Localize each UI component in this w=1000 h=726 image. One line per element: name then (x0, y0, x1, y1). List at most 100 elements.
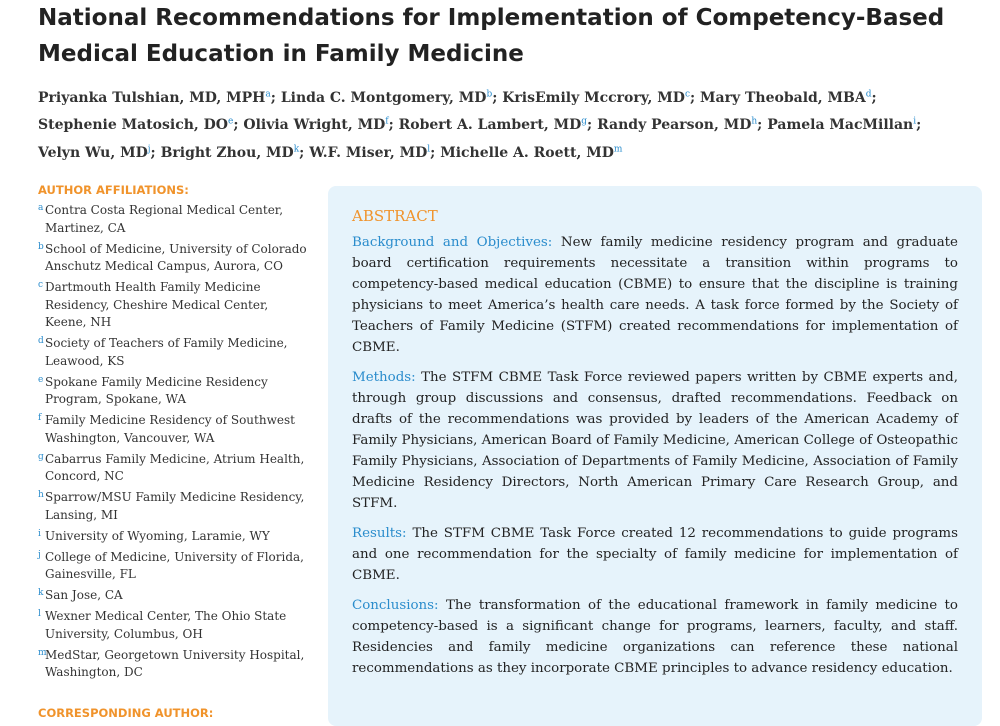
author-name: Randy Pearson, MD (597, 117, 752, 134)
affiliation-text: Society of Teachers of Family Medicine, … (45, 336, 288, 368)
abstract-section: Results: The STFM CBME Task Force create… (352, 523, 958, 586)
author: Bright Zhou, MDk; (161, 144, 305, 161)
author-name: W.F. Miser, MD (309, 144, 428, 161)
section-label: Results: (352, 526, 407, 541)
author-line: Stephenie Matosich, DOe; Olivia Wright, … (38, 110, 988, 138)
title: National Recommendations for Implementat… (38, 5, 945, 67)
author-name: Michelle A. Roett, MD (440, 144, 614, 161)
author-affiliation-mark: g (581, 116, 588, 127)
affiliation: l Wexner Medical Center, The Ohio State U… (38, 608, 308, 643)
author: Priyanka Tulshian, MD, MPHa; (38, 89, 276, 106)
author-line: Priyanka Tulshian, MD, MPHa; Linda C. Mo… (38, 82, 988, 110)
affiliation-letter: d (38, 336, 44, 346)
author-name: Robert A. Lambert, MD (398, 117, 582, 134)
author: Mary Theobald, MBAd; (700, 89, 877, 106)
affiliation: c Dartmouth Health Family Medicine Reside… (38, 279, 308, 332)
author-separator: ; (916, 117, 922, 134)
author-name: Priyanka Tulshian, MD, MPH (38, 89, 266, 106)
author: Pamela MacMillani; (767, 116, 922, 134)
section-label: Background and Objectives: (352, 235, 553, 250)
affiliation-text: San Jose, CA (45, 588, 123, 602)
section-label: Methods: (352, 370, 416, 385)
affiliation-letter: l (38, 609, 41, 619)
affiliations: a Contra Costa Regional Medical Center, M… (38, 202, 308, 685)
author-affiliation-mark: d (865, 89, 872, 99)
author-name: Velyn Wu, MD (38, 144, 148, 161)
author-affiliation-mark: j (147, 144, 151, 155)
affiliation-text: Sparrow/MSU Family Medicine Residency, L… (45, 490, 305, 522)
affiliation-text: Contra Costa Regional Medical Center, Ma… (45, 203, 284, 235)
abstract-section: Methods: The STFM CBME Task Force review… (352, 367, 958, 514)
author: Michelle A. Roett, MDm (440, 144, 623, 161)
affiliation-text: Cabarrus Family Medicine, Atrium Health,… (45, 451, 305, 484)
affiliation-letter: j (38, 549, 41, 560)
section-text: The STFM CBME Task Force reviewed papers… (352, 370, 958, 511)
affiliation-letter: h (38, 490, 44, 500)
author: Randy Pearson, MDh; (597, 117, 762, 134)
section-text: The STFM CBME Task Force created 12 reco… (352, 526, 959, 583)
affiliation: i University of Wyoming, Laramie, WY (38, 528, 308, 546)
affiliation: k San Jose, CA (38, 587, 308, 605)
author-name: Pamela MacMillan (767, 117, 914, 134)
abstract-sections: Background and Objectives: New family me… (352, 232, 958, 688)
affiliation: g Cabarrus Family Medicine, Atrium Health… (38, 451, 308, 486)
affiliation-letter: f (38, 413, 42, 423)
affiliations-heading: AUTHOR AFFILIATIONS: (38, 183, 189, 197)
author-separator: ; (492, 89, 498, 106)
author-name: Linda C. Montgomery, MD (280, 89, 487, 106)
affiliation: m MedStar, Georgetown University Hospital… (38, 647, 308, 682)
author-name: KrisEmily Mccrory, MD (502, 89, 685, 106)
author: KrisEmily Mccrory, MDc; (502, 89, 696, 106)
author-separator: ; (388, 117, 394, 134)
affiliation: d Society of Teachers of Family Medicine,… (38, 335, 308, 370)
author-affiliation-mark: a (265, 89, 271, 99)
section-text: New family medicine residency program an… (352, 235, 958, 355)
affiliation-letter: g (38, 451, 44, 462)
affiliation-text: Family Medicine Residency of Southwest W… (45, 413, 295, 445)
author-affiliation-mark: f (385, 116, 389, 127)
author-affiliation-mark: i (913, 116, 917, 127)
affiliation-text: College of Medicine, University of Flori… (45, 549, 304, 582)
affiliation: a Contra Costa Regional Medical Center, M… (38, 202, 308, 237)
section-text: The transformation of the educational fr… (352, 598, 958, 676)
abstract-section: Conclusions: The transformation of the e… (352, 595, 958, 679)
affiliation-letter: b (38, 241, 44, 252)
author-separator: ; (587, 117, 593, 134)
author-separator: ; (150, 144, 156, 161)
author-separator: ; (299, 144, 305, 161)
abstract-heading: ABSTRACT (352, 207, 438, 225)
author: Robert A. Lambert, MDg; (398, 116, 593, 134)
author-affiliation-mark: b (486, 89, 493, 99)
affiliation-text: School of Medicine, University of Colora… (45, 241, 307, 274)
affiliation-text: Dartmouth Health Family Medicine Residen… (45, 280, 269, 329)
section-label: Conclusions: (352, 598, 439, 613)
affiliation-letter: a (38, 203, 44, 213)
affiliation-letter: k (38, 588, 44, 598)
affiliation: b School of Medicine, University of Color… (38, 241, 308, 276)
author-separator: ; (430, 144, 436, 161)
affiliation: h Sparrow/MSU Family Medicine Residency, … (38, 489, 308, 524)
author-affiliation-mark: c (684, 89, 690, 99)
author-separator: ; (871, 89, 877, 106)
author-affiliation-mark: m (613, 144, 623, 155)
author: Velyn Wu, MDj; (38, 144, 156, 161)
affiliation-text: Spokane Family Medicine Residency Progra… (45, 374, 268, 407)
affiliation-letter: c (38, 280, 44, 290)
author-line: Velyn Wu, MDj; Bright Zhou, MDk; W.F. Mi… (38, 137, 988, 165)
corresponding-author-heading: CORRESPONDING AUTHOR: (38, 706, 214, 720)
author-separator: ; (233, 117, 239, 134)
author-name: Olivia Wright, MD (243, 117, 386, 134)
author-affiliation-mark: k (293, 144, 300, 155)
abstract-section: Background and Objectives: New family me… (352, 232, 958, 358)
author: W.F. Miser, MDl; (309, 144, 436, 161)
author: Stephenie Matosich, DOe; (38, 116, 239, 134)
author-separator: ; (690, 89, 696, 106)
abstract-box: ABSTRACT Background and Objectives: New … (328, 186, 982, 726)
affiliation-text: University of Wyoming, Laramie, WY (45, 528, 270, 543)
author-name: Stephenie Matosich, DO (38, 117, 228, 134)
affiliation-text: MedStar, Georgetown University Hospital,… (45, 647, 305, 680)
author: Linda C. Montgomery, MDb; (280, 89, 498, 106)
author-affiliation-mark: e (228, 116, 234, 127)
affiliation: e Spokane Family Medicine Residency Progr… (38, 374, 308, 409)
